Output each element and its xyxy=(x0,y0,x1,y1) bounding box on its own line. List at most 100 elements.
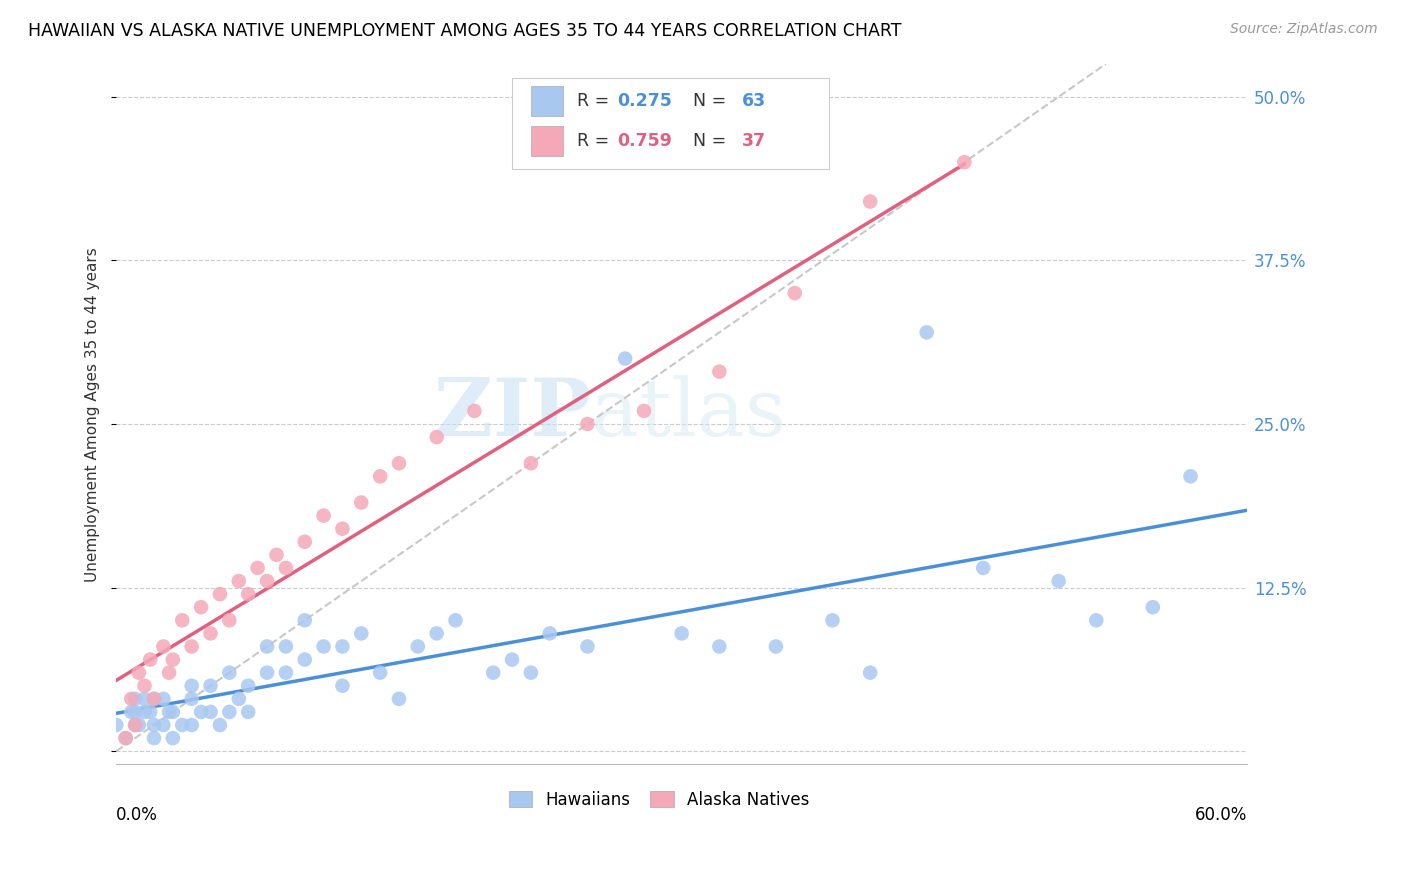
Point xyxy=(1180,469,1202,483)
Point xyxy=(350,495,373,509)
Point xyxy=(332,522,354,536)
Point xyxy=(576,417,599,431)
Point xyxy=(426,430,449,444)
Point xyxy=(120,705,142,719)
Point xyxy=(134,679,156,693)
Text: atlas: atlas xyxy=(591,376,786,453)
Point xyxy=(633,404,655,418)
Point xyxy=(157,705,180,719)
Point xyxy=(388,691,411,706)
Point xyxy=(139,652,162,666)
Point xyxy=(218,613,240,627)
Point xyxy=(274,665,297,680)
Point xyxy=(124,718,146,732)
Point xyxy=(228,691,250,706)
Point xyxy=(709,640,731,654)
Point xyxy=(162,731,184,745)
Point xyxy=(152,640,174,654)
Point xyxy=(256,640,278,654)
Point xyxy=(501,652,523,666)
Point xyxy=(124,705,146,719)
Point xyxy=(671,626,693,640)
FancyBboxPatch shape xyxy=(531,87,562,116)
Point xyxy=(953,155,976,169)
Point xyxy=(114,731,136,745)
Text: R =: R = xyxy=(576,92,614,111)
Point xyxy=(972,561,994,575)
Point xyxy=(228,574,250,588)
Point xyxy=(538,626,561,640)
Text: N =: N = xyxy=(682,92,731,111)
Point xyxy=(208,587,231,601)
Point xyxy=(368,469,391,483)
Point xyxy=(200,705,222,719)
FancyBboxPatch shape xyxy=(531,126,562,156)
Point xyxy=(256,665,278,680)
Point xyxy=(783,286,806,301)
Point xyxy=(388,456,411,470)
Point xyxy=(190,600,212,615)
Point xyxy=(294,534,316,549)
Point xyxy=(218,665,240,680)
Point xyxy=(274,561,297,575)
Point xyxy=(821,613,844,627)
Point xyxy=(143,731,166,745)
Point xyxy=(332,640,354,654)
Point xyxy=(312,640,335,654)
Point xyxy=(128,718,150,732)
Point xyxy=(162,652,184,666)
Point xyxy=(332,679,354,693)
Point xyxy=(162,705,184,719)
Point xyxy=(406,640,429,654)
Point xyxy=(143,718,166,732)
Text: 0.759: 0.759 xyxy=(617,132,672,150)
Point xyxy=(426,626,449,640)
Point xyxy=(128,665,150,680)
Point xyxy=(180,691,202,706)
Point xyxy=(859,194,882,209)
Point xyxy=(120,691,142,706)
Point xyxy=(152,691,174,706)
Point xyxy=(124,718,146,732)
Point xyxy=(1047,574,1070,588)
Point xyxy=(368,665,391,680)
FancyBboxPatch shape xyxy=(512,78,828,169)
Text: 0.0%: 0.0% xyxy=(117,806,157,824)
Point xyxy=(576,640,599,654)
Point xyxy=(238,587,260,601)
Text: 0.275: 0.275 xyxy=(617,92,672,111)
Text: 63: 63 xyxy=(741,92,766,111)
Point xyxy=(1085,613,1108,627)
Legend: Hawaiians, Alaska Natives: Hawaiians, Alaska Natives xyxy=(502,784,815,815)
Point xyxy=(463,404,485,418)
Point xyxy=(152,718,174,732)
Point xyxy=(143,691,166,706)
Point xyxy=(180,679,202,693)
Text: ZIP: ZIP xyxy=(434,376,591,453)
Point xyxy=(124,691,146,706)
Point xyxy=(274,640,297,654)
Point xyxy=(200,626,222,640)
Y-axis label: Unemployment Among Ages 35 to 44 years: Unemployment Among Ages 35 to 44 years xyxy=(86,247,100,582)
Text: N =: N = xyxy=(682,132,731,150)
Point xyxy=(200,679,222,693)
Point xyxy=(134,691,156,706)
Point xyxy=(114,731,136,745)
Point xyxy=(157,665,180,680)
Text: 37: 37 xyxy=(741,132,766,150)
Point xyxy=(134,705,156,719)
Point xyxy=(266,548,288,562)
Point xyxy=(190,705,212,719)
Point xyxy=(444,613,467,627)
Point xyxy=(294,613,316,627)
Text: HAWAIIAN VS ALASKA NATIVE UNEMPLOYMENT AMONG AGES 35 TO 44 YEARS CORRELATION CHA: HAWAIIAN VS ALASKA NATIVE UNEMPLOYMENT A… xyxy=(28,22,901,40)
Point xyxy=(256,574,278,588)
Point xyxy=(765,640,787,654)
Point xyxy=(172,613,194,627)
Point xyxy=(139,705,162,719)
Point xyxy=(238,679,260,693)
Point xyxy=(180,640,202,654)
Point xyxy=(859,665,882,680)
Point xyxy=(246,561,269,575)
Point xyxy=(350,626,373,640)
